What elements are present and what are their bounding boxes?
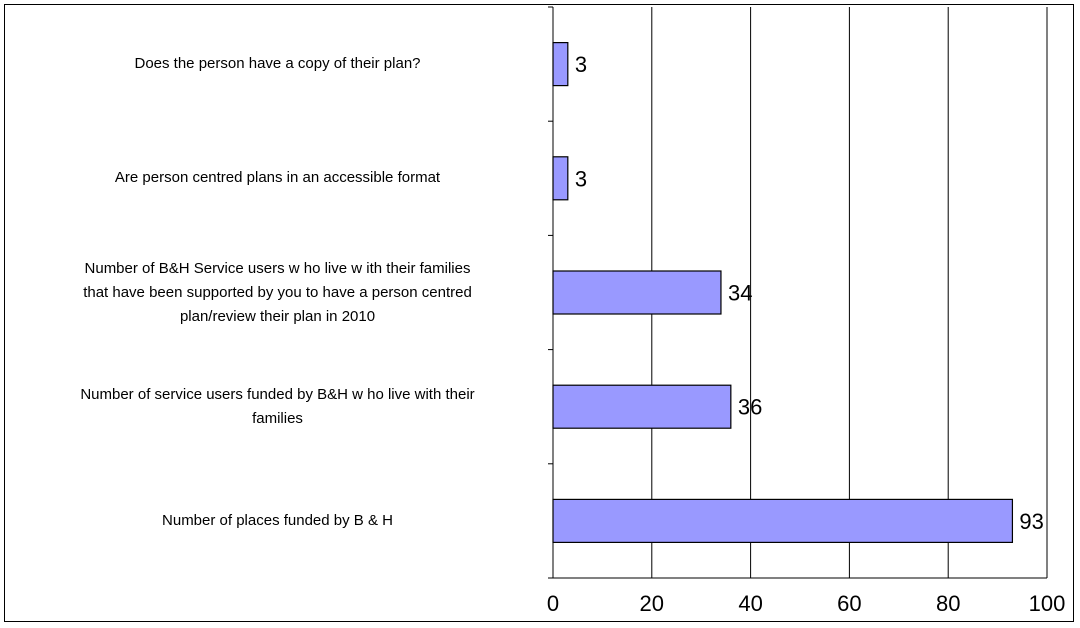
category-label-line: Number of B&H Service users w ho live w … <box>84 259 471 277</box>
x-tick-label: 20 <box>640 591 664 616</box>
category-label-line: families <box>252 409 303 427</box>
data-label: 93 <box>1019 509 1043 534</box>
bar-chart: 0 20 40 60 80 100 3 3 34 36 93 <box>547 6 1066 616</box>
category-label: Number of places funded by B & H <box>10 509 545 533</box>
category-label-line: Number of service users funded by B&H w … <box>80 385 475 403</box>
category-label-line: Are person centred plans in an accessibl… <box>114 169 441 187</box>
data-label: 3 <box>575 166 587 191</box>
data-label: 3 <box>575 52 587 77</box>
x-tick-label: 60 <box>837 591 861 616</box>
bar <box>552 498 1014 543</box>
category-label-line: Does the person have a copy of their pla… <box>134 55 421 73</box>
category-label: Are person centred plans in an accessibl… <box>10 166 545 190</box>
category-label: Number of B&H Service users w ho live w … <box>10 257 545 329</box>
category-label: Number of service users funded by B&H w … <box>10 383 545 431</box>
x-tick-label: 80 <box>936 591 960 616</box>
x-tick-label: 40 <box>738 591 762 616</box>
category-label-line: plan/review their plan in 2010 <box>179 307 376 325</box>
bar <box>552 156 569 201</box>
x-tick-label: 100 <box>1029 591 1066 616</box>
bar <box>552 270 722 315</box>
bar <box>552 384 732 429</box>
category-label: Does the person have a copy of their pla… <box>10 52 545 76</box>
category-label-line: Number of places funded by B & H <box>162 511 393 529</box>
category-label-line: that have been supported by you to have … <box>83 283 472 301</box>
x-tick-label: 0 <box>547 591 559 616</box>
data-label: 36 <box>738 395 762 420</box>
chart-frame: 0 20 40 60 80 100 3 3 34 36 93 Does the person hav… <box>4 4 1074 622</box>
bar <box>552 41 569 87</box>
data-label: 34 <box>728 281 752 306</box>
